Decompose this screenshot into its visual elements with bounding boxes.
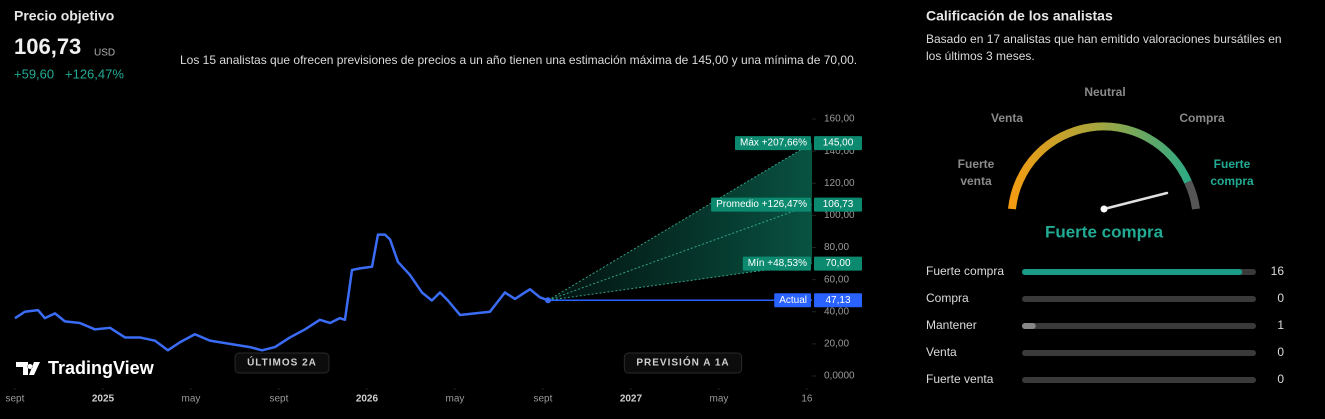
- gauge-label: Neutral: [1084, 85, 1125, 99]
- forecast-value: 145,00: [823, 138, 854, 149]
- rating-value: 0: [1277, 345, 1284, 359]
- y-tick-label: 160,00: [824, 114, 855, 125]
- x-tick-label: 2027: [620, 394, 643, 405]
- x-tick-label: sept: [270, 394, 289, 405]
- rating-value: 0: [1277, 291, 1284, 305]
- range-button-label: PREVISIÓN A 1A: [636, 356, 729, 369]
- ratings-title: Calificación de los analistas: [926, 8, 1113, 24]
- y-tick-label: 20,00: [824, 339, 849, 350]
- price-line: [14, 233, 549, 352]
- x-tick-label: may: [182, 394, 201, 405]
- forecast-name-tag: [711, 197, 811, 212]
- rating-track: [1022, 377, 1256, 383]
- forecast-line: [547, 263, 813, 301]
- forecast-value-tag: [814, 136, 862, 151]
- change-pct: +126,47%: [65, 66, 124, 81]
- rating-label: Fuerte venta: [926, 372, 994, 386]
- forecast-name-tag: [774, 293, 811, 308]
- forecast-value: 47,13: [825, 295, 850, 306]
- gauge-label: Venta: [991, 111, 1023, 125]
- forecast-name: Máx +207,66%: [740, 138, 807, 149]
- forecast-name: Mín +48,53%: [748, 258, 807, 269]
- x-tick-label: 2026: [356, 394, 379, 405]
- x-tick-label: 16: [801, 394, 813, 405]
- y-tick-label: 60,00: [824, 274, 849, 285]
- currency: USD: [94, 48, 115, 59]
- x-tick-label: may: [445, 394, 464, 405]
- range-button[interactable]: [623, 352, 743, 374]
- gauge-label: Compra: [1179, 111, 1225, 125]
- x-tick-label: 2025: [92, 394, 115, 405]
- rating-label: Compra: [926, 291, 969, 305]
- x-tick-label: sept: [533, 394, 552, 405]
- change: +59,60: [14, 66, 54, 81]
- forecast-line: [547, 204, 813, 301]
- gauge-needle: [1102, 191, 1169, 211]
- forecast-name: Actual: [779, 295, 807, 306]
- current-dot: [545, 297, 552, 304]
- ratings-description: Basado en 17 analistas que han emitido v…: [926, 32, 1282, 63]
- y-tick-label: 0,0000: [824, 371, 855, 382]
- y-tick-label: 40,00: [824, 306, 849, 317]
- price: 106,73: [14, 34, 81, 59]
- x-tick-label: may: [709, 394, 728, 405]
- forecast-value-tag: [814, 256, 862, 271]
- forecast-line: [547, 142, 813, 301]
- verdict: Fuerte compra: [1045, 222, 1164, 241]
- gauge-arc: [1008, 122, 1192, 210]
- forecast-value-tag: [814, 293, 862, 308]
- rating-label: Mantener: [926, 318, 977, 332]
- x-tick-label: sept: [6, 394, 25, 405]
- y-tick-label: 140,00: [824, 146, 855, 157]
- forecast-value: 70,00: [825, 258, 850, 269]
- rating-bar: [1022, 323, 1036, 329]
- gauge-label: Fuerte compra: [1210, 157, 1254, 188]
- rating-track: [1022, 323, 1256, 329]
- gauge-hub: [1100, 205, 1108, 213]
- y-tick-label: 100,00: [824, 210, 855, 221]
- description: Los 15 analistas que ofrecen previsiones…: [180, 53, 858, 67]
- rating-value: 1: [1277, 318, 1284, 332]
- logo-text: TradingView: [48, 358, 155, 378]
- forecast-value: 106,73: [823, 199, 854, 210]
- y-tick-label: 80,00: [824, 242, 849, 253]
- gauge-label: Fuerte venta: [957, 157, 995, 188]
- rating-track: [1022, 296, 1256, 302]
- forecast-name-tag: [742, 256, 811, 271]
- range-button[interactable]: [234, 352, 330, 374]
- rating-value: 16: [1271, 264, 1285, 278]
- logo-mark: [16, 362, 40, 375]
- rating-label: Venta: [926, 345, 957, 359]
- forecast-value-tag: [814, 197, 862, 212]
- forecast-name-tag: [735, 136, 811, 151]
- rating-label: Fuerte compra: [926, 264, 1004, 278]
- rating-bar: [1022, 269, 1243, 275]
- y-tick-label: 120,00: [824, 178, 855, 189]
- title: Precio objetivo: [14, 8, 114, 24]
- gauge-arc-rest: [1184, 180, 1200, 210]
- rating-track: [1022, 350, 1256, 356]
- range-button-label: ÚLTIMOS 2A: [247, 356, 317, 369]
- forecast-name: Promedio +126,47%: [716, 199, 807, 210]
- rating-value: 0: [1277, 372, 1284, 386]
